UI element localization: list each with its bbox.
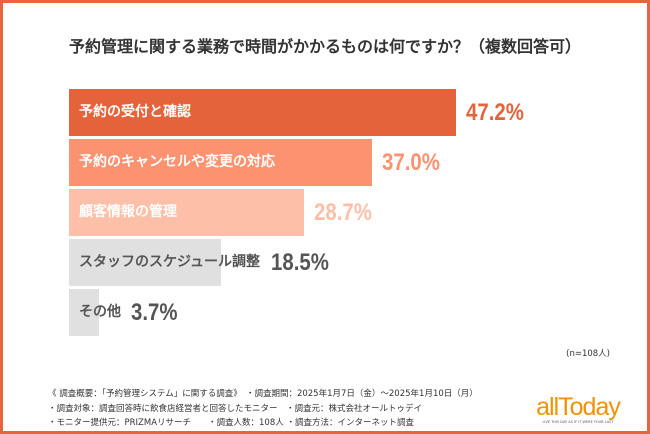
- bar-category-label: その他: [79, 304, 121, 320]
- bar-value-label: 37.0%: [382, 149, 441, 176]
- bar-value-label: 18.5%: [270, 249, 329, 276]
- bar-category-label: 顧客情報の管理: [79, 204, 177, 220]
- logo-wordmark: allToday: [536, 393, 621, 421]
- bar: [69, 189, 305, 236]
- bar-value-label: 47.2%: [466, 99, 524, 126]
- logo-tagline: LIVE THIS DAY AS IF IT WERE YOUR LAST: [542, 420, 614, 424]
- alltoday-logo: allToday LIVE THIS DAY AS IF IT WERE YOU…: [528, 395, 628, 425]
- bar-category-label: 予約のキャンセルや変更の対応: [79, 154, 275, 170]
- survey-note-line: ・モニター提供元：PRIZMAリサーチ ・調査人数：108人 ・調査方法：インタ…: [48, 418, 414, 428]
- bar: [69, 239, 221, 286]
- chart-title: 予約管理に関する業務で時間がかかるものは何ですか？（複数回答可）: [68, 37, 581, 56]
- bar-value-label: 28.7%: [314, 199, 373, 226]
- survey-note-line: 《 調査概要：「予約管理システム」に関する調査》 ・調査期間：2025年1月7日…: [48, 389, 478, 399]
- bar-value-label: 3.7%: [130, 299, 178, 326]
- survey-notes: 《 調査概要：「予約管理システム」に関する調査》 ・調査期間：2025年1月7日…: [48, 387, 478, 431]
- bar-category-label: 予約の受付と確認: [79, 104, 191, 120]
- survey-note-line: ・調査対象：調査回答時に飲食店経営者と回答したモニター ・調査元：株式会社オール…: [48, 403, 423, 414]
- bar: [69, 139, 373, 186]
- sample-size-note: (n=108人): [566, 349, 610, 359]
- bar: [69, 289, 100, 336]
- bar: [69, 89, 456, 136]
- bar-category-label: スタッフのスケジュール調整: [79, 254, 261, 270]
